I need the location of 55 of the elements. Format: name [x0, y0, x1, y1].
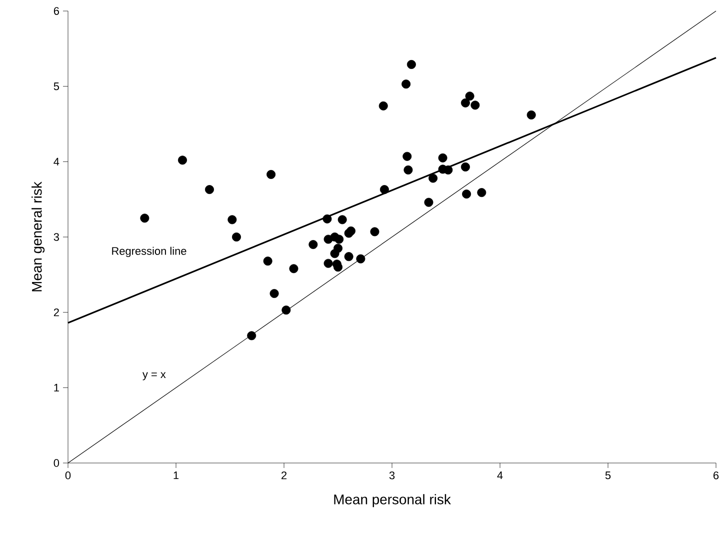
- point: [247, 331, 256, 340]
- point: [380, 185, 389, 194]
- point: [462, 190, 472, 199]
- point: [406, 60, 416, 69]
- point: [204, 185, 214, 194]
- point: [424, 198, 434, 207]
- point: [526, 110, 536, 120]
- point: [370, 227, 380, 236]
- point: [344, 252, 354, 262]
- y-tick-label: 1: [54, 384, 59, 392]
- point: [460, 162, 470, 172]
- point: [322, 214, 332, 224]
- y-tick-label: 5: [54, 82, 60, 90]
- y-tick-label: 0: [54, 459, 60, 467]
- point: [338, 215, 347, 224]
- annotation: Regression line: [112, 246, 186, 258]
- point: [402, 152, 412, 161]
- point: [402, 80, 411, 89]
- point: [378, 101, 388, 110]
- point: [356, 254, 366, 264]
- point: [228, 215, 237, 224]
- point: [428, 174, 438, 183]
- point: [460, 98, 470, 108]
- x-tick-label: 5: [605, 472, 611, 480]
- x-tick-label: 3: [389, 472, 395, 480]
- point: [324, 258, 333, 268]
- x-axis-title: Mean personal risk: [334, 494, 451, 508]
- point: [346, 226, 356, 236]
- point: [270, 289, 279, 298]
- y-tick-label: 4: [54, 158, 60, 166]
- point: [465, 92, 474, 101]
- point: [289, 264, 298, 274]
- point: [477, 188, 486, 198]
- point: [266, 170, 276, 179]
- point: [334, 244, 342, 253]
- y-tick-label: 2: [54, 308, 59, 316]
- y-axis-title: Mean general risk: [32, 182, 45, 292]
- annotation: y = x: [142, 372, 166, 380]
- x-tick-label: 4: [497, 472, 503, 480]
- point: [232, 232, 241, 242]
- x-tick-label: 0: [65, 472, 71, 480]
- x-tick-label: 6: [714, 472, 719, 480]
- point: [178, 156, 187, 165]
- point: [308, 240, 318, 250]
- point: [282, 306, 291, 315]
- x-tick-label: 1: [174, 472, 179, 480]
- point: [470, 100, 480, 110]
- point: [334, 234, 344, 244]
- y-tick-label: 6: [54, 7, 59, 15]
- point: [404, 165, 413, 174]
- x-tick-label: 2: [282, 472, 286, 480]
- point: [263, 256, 272, 266]
- point: [140, 214, 150, 223]
- point: [438, 153, 448, 162]
- y-tick-label: 3: [54, 233, 59, 241]
